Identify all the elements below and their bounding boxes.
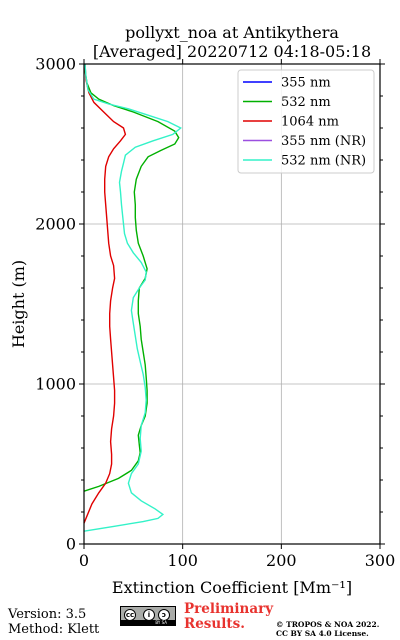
x-tick-label: 200 xyxy=(266,551,297,570)
data-series xyxy=(83,63,182,532)
sa-sharealike-icon: ↄ xyxy=(158,609,170,621)
series-line-532-nm-nr- xyxy=(83,63,182,532)
copyright-line2: CC BY SA 4.0 License. xyxy=(276,629,369,638)
chart-title-line2: [Averaged] 20220712 04:18-05:18 xyxy=(93,42,371,61)
x-tick-label: 100 xyxy=(167,551,198,570)
preliminary-line2: Results. xyxy=(184,616,245,632)
copyright-line1: © TROPOS & NOA 2022. xyxy=(276,620,380,629)
y-axis-label: Height (m) xyxy=(9,260,28,348)
legend-box xyxy=(237,69,375,174)
y-tick-label: 2000 xyxy=(35,215,76,234)
chart-title-line1: pollyxt_noa at Antikythera xyxy=(125,23,339,42)
extinction-profile-chart: pollyxt_noa at Antikythera [Averaged] 20… xyxy=(9,23,395,597)
version-label: Version: 3.5 xyxy=(8,607,87,622)
cc-license-badge: cc i ↄ BY SA xyxy=(120,606,176,626)
legend-label: 355 nm xyxy=(281,76,331,91)
legend-label: 355 nm (NR) xyxy=(281,134,366,149)
y-tick-label: 3000 xyxy=(35,55,76,74)
legend: 355 nm 532 nm 1064 nm 355 nm (NR) 532 nm (NR… xyxy=(237,69,375,174)
plot-area-frame xyxy=(83,63,381,545)
y-tick-label: 1000 xyxy=(35,375,76,394)
preliminary-line1: Preliminary xyxy=(184,601,274,617)
x-tick-label: 0 xyxy=(79,551,89,570)
legend-label: 1064 nm xyxy=(281,115,339,130)
series-line-1064-nm xyxy=(83,63,127,524)
y-tick-label: 0 xyxy=(66,535,76,554)
legend-label: 532 nm (NR) xyxy=(281,154,366,169)
legend-entries: 355 nm 532 nm 1064 nm 355 nm (NR) 532 nm (NR… xyxy=(243,76,366,169)
badge-strip: BY SA xyxy=(121,620,175,625)
method-label: Method: Klett xyxy=(8,622,100,637)
x-tick-label: 300 xyxy=(365,551,396,570)
preliminary-notice: Preliminary Results. xyxy=(184,602,273,632)
copyright-notice: © TROPOS & NOA 2022. CC BY SA 4.0 Licens… xyxy=(276,620,379,638)
series-line-532-nm xyxy=(83,64,180,492)
legend-label: 532 nm xyxy=(281,95,331,110)
x-axis-label: Extinction Coefficient [Mm⁻¹] xyxy=(112,578,352,597)
